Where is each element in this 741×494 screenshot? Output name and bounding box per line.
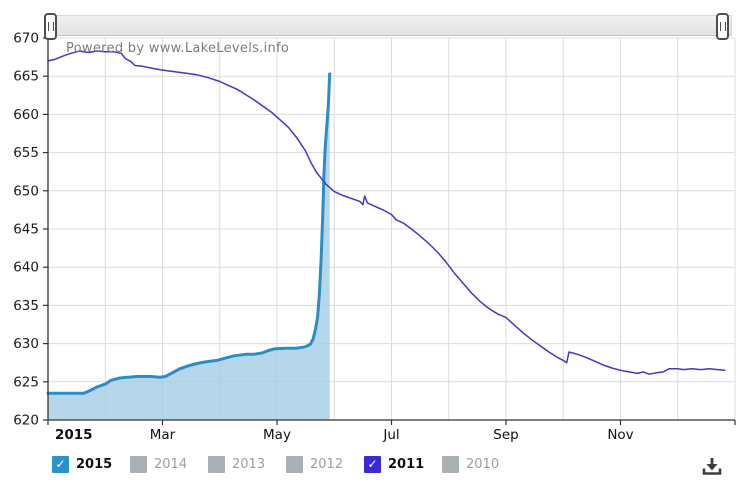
legend: ✓ 2015 2014 2013 2012 ✓ 2011 2010 — [52, 456, 520, 473]
y-tick-label: 660 — [13, 107, 39, 123]
legend-item-2012[interactable]: 2012 — [286, 456, 364, 473]
legend-label-2014: 2014 — [154, 457, 188, 472]
range-handle-right-icon[interactable] — [716, 13, 729, 40]
legend-label-2013: 2013 — [232, 457, 266, 472]
download-icon — [702, 458, 722, 475]
x-tick-label: Sep — [493, 427, 518, 443]
x-tick-label: Nov — [607, 427, 633, 443]
legend-label-2015: 2015 — [76, 457, 113, 472]
chart-plot-area[interactable]: 620 625 630 635 640 645 650 655 660 665 670 2015 Mar… — [0, 0, 741, 450]
x-tick-label: Jul — [382, 427, 399, 443]
y-tick-label: 645 — [13, 222, 39, 238]
x-tick-label: May — [263, 427, 291, 443]
checkbox-checked-2015-icon[interactable]: ✓ — [52, 456, 69, 473]
legend-item-2015[interactable]: ✓ 2015 — [52, 456, 130, 473]
range-handle-left-icon[interactable] — [44, 13, 57, 40]
y-tick-label: 630 — [13, 336, 39, 352]
x-tick-label: 2015 — [55, 427, 93, 443]
legend-label-2012: 2012 — [310, 457, 344, 472]
y-tick-label: 635 — [13, 298, 39, 314]
legend-label-2010: 2010 — [466, 457, 500, 472]
y-tick-label: 650 — [13, 183, 39, 199]
y-tick-label: 625 — [13, 374, 39, 390]
y-tick-label: 665 — [13, 69, 39, 85]
y-tick-label: 620 — [13, 413, 39, 429]
x-tick-label: Mar — [150, 427, 176, 443]
checkbox-unchecked-2014-icon[interactable] — [130, 456, 147, 473]
checkbox-unchecked-2013-icon[interactable] — [208, 456, 225, 473]
checkbox-checked-2011-icon[interactable]: ✓ — [364, 456, 381, 473]
legend-item-2011[interactable]: ✓ 2011 — [364, 456, 442, 473]
download-button[interactable] — [699, 455, 725, 479]
series-2015-area[interactable] — [48, 73, 330, 421]
legend-item-2013[interactable]: 2013 — [208, 456, 286, 473]
legend-label-2011: 2011 — [388, 457, 425, 472]
series-2011-line[interactable] — [47, 50, 726, 375]
checkbox-unchecked-2012-icon[interactable] — [286, 456, 303, 473]
series-2015-line[interactable] — [46, 72, 332, 395]
legend-item-2010[interactable]: 2010 — [442, 456, 520, 473]
checkbox-unchecked-2010-icon[interactable] — [442, 456, 459, 473]
range-navigator-track[interactable] — [45, 15, 732, 36]
y-tick-label: 640 — [13, 260, 39, 276]
y-tick-label: 655 — [13, 145, 39, 161]
legend-item-2014[interactable]: 2014 — [130, 456, 208, 473]
y-tick-label: 670 — [13, 31, 39, 47]
chart-svg: 620 625 630 635 640 645 650 655 660 665 670 2015 Mar… — [13, 31, 736, 443]
